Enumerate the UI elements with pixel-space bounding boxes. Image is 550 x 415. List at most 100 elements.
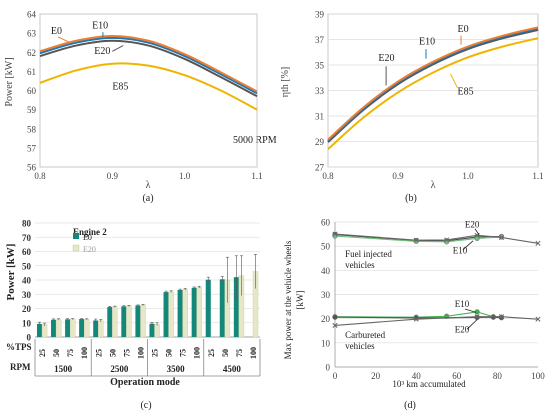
tps-tick-label: 75	[122, 349, 131, 357]
y-tick-label: 39	[315, 10, 325, 20]
series-line-e10	[39, 36, 258, 95]
series-line-e0	[39, 34, 258, 93]
series-label-e85: E85	[458, 86, 474, 97]
series-label-e20: E20	[94, 46, 110, 57]
legend-swatch-e20	[72, 244, 80, 252]
data-point-carbureted-baseline	[535, 316, 541, 322]
data-point-fuel-injected-baseline	[332, 231, 338, 237]
y-tick-label: 62	[27, 48, 36, 58]
bar-e20	[140, 304, 146, 338]
bar-e20	[126, 305, 132, 338]
panel-c-tps-label: %TPS	[6, 342, 32, 352]
x-tick-label: 100	[531, 371, 545, 381]
y-tick-label: 56	[27, 163, 37, 173]
tps-tick-label: 50	[108, 349, 117, 357]
series-line-fuel-injected-baseline	[334, 233, 539, 244]
tps-tick-label: 100	[249, 347, 258, 359]
tps-tick-label: 75	[235, 349, 244, 357]
bar-e0	[135, 305, 141, 337]
bar-e0	[149, 323, 155, 337]
x-tick-label: 80	[493, 371, 503, 381]
y-tick-label: 30	[321, 290, 331, 300]
label-arrow	[112, 45, 124, 52]
series-label-e10: E10	[419, 37, 435, 48]
x-tick-label: 0.9	[107, 171, 119, 181]
chart-panel-a: Power [kW] λ 5000 RPM (a) 56 57 58 59 60 61 62…	[4, 10, 277, 205]
panel-a-caption: (a)	[142, 193, 153, 204]
bar-e20	[41, 324, 48, 338]
data-point-carbureted-baseline	[474, 314, 480, 320]
series-label-e20: E20	[378, 53, 394, 64]
series-label-e10: E10	[453, 245, 468, 255]
rpm-group-label: 3500	[167, 364, 186, 374]
tps-tick-label: 100	[137, 347, 146, 359]
data-point-carbureted-baseline	[498, 314, 505, 320]
bar-e20	[55, 319, 62, 338]
y-tick-label: 29	[315, 137, 325, 147]
y-tick-label: 40	[321, 266, 331, 276]
chart-panel-b: ηth [%] λ (b) 27 29 31 33 35 37 39 0.8 0.9 1.0 1.1…	[280, 10, 544, 205]
y-tick-label: 59	[27, 105, 37, 115]
label-arrow	[57, 36, 71, 44]
bar-e20	[154, 323, 160, 338]
data-point-fuel-injected-baseline	[535, 240, 541, 246]
y-tick-label: 10	[22, 318, 32, 328]
x-tick-label: 0.8	[322, 171, 334, 181]
label-arrow	[466, 319, 478, 330]
bar-e20	[196, 286, 202, 338]
y-tick-label: 10	[321, 338, 331, 348]
panel-c-ylabel: Power [kW]	[5, 244, 17, 301]
tps-tick-label: 25	[94, 349, 103, 357]
y-tick-label: 57	[27, 143, 37, 153]
bar-e0	[219, 279, 225, 337]
y-tick-label: 60	[27, 86, 37, 96]
x-tick-label: 40	[412, 371, 422, 381]
x-tick-label: 1.0	[462, 171, 474, 181]
y-tick-label: 35	[315, 61, 325, 71]
y-tick-label: 80	[22, 219, 32, 229]
y-tick-label: 50	[22, 261, 32, 271]
chart-panel-c: Power [kW] Engine 2 %TPS RPM Operation m…	[5, 219, 261, 411]
legend-label-e20: E20	[83, 245, 96, 254]
panel-c-legend-title: Engine 2	[73, 227, 107, 237]
chart-panel-d: Max power at the vehicle wheels [kW] 10³…	[283, 218, 545, 412]
y-tick-label: 0	[27, 333, 32, 343]
y-tick-label: 61	[27, 67, 36, 77]
panel-b-ylabel: ηth [%]	[280, 67, 291, 98]
tps-tick-label: 25	[38, 349, 47, 357]
bar-e0	[233, 277, 239, 337]
label-arrow	[462, 240, 474, 251]
bar-e20	[168, 291, 174, 338]
bar-e0	[107, 307, 113, 337]
tps-tick-label: 25	[207, 349, 216, 357]
panel-c-caption: (c)	[140, 400, 151, 411]
bar-e0	[36, 323, 43, 337]
rpm-group-label: 1500	[54, 364, 73, 374]
bar-e0	[177, 289, 183, 337]
data-point-fuel-injected-baseline	[413, 237, 419, 243]
x-tick-label: 1.1	[532, 171, 543, 181]
x-tick-label: 0.8	[34, 171, 46, 181]
panel-c-rpm-label: RPM	[10, 362, 31, 372]
bar-e0	[121, 306, 127, 337]
panel-d-xlabel: 10³ km accumulated	[392, 379, 466, 389]
tps-tick-label: 100	[80, 347, 89, 359]
y-tick-label: 58	[27, 124, 37, 134]
rpm-group-label: 4500	[223, 364, 242, 374]
label-arrow	[464, 308, 477, 313]
panel-d-ylabel-line2: [kW]	[295, 291, 305, 310]
x-tick-label: 0.9	[392, 171, 404, 181]
series-label-e20: E20	[465, 219, 480, 229]
data-point-carbureted-e20	[498, 315, 505, 321]
series-line-e85	[327, 37, 539, 150]
bar-e0	[93, 320, 99, 337]
legend-label-e0: E0	[83, 233, 92, 242]
bar-e0	[65, 319, 71, 337]
panel-a-xlabel: λ	[146, 180, 151, 191]
y-tick-label: 0	[326, 363, 331, 373]
bar-e20	[84, 319, 90, 338]
data-point-carbureted-baseline	[332, 322, 338, 328]
y-tick-label: 70	[22, 233, 32, 243]
label-arrow	[450, 73, 458, 89]
